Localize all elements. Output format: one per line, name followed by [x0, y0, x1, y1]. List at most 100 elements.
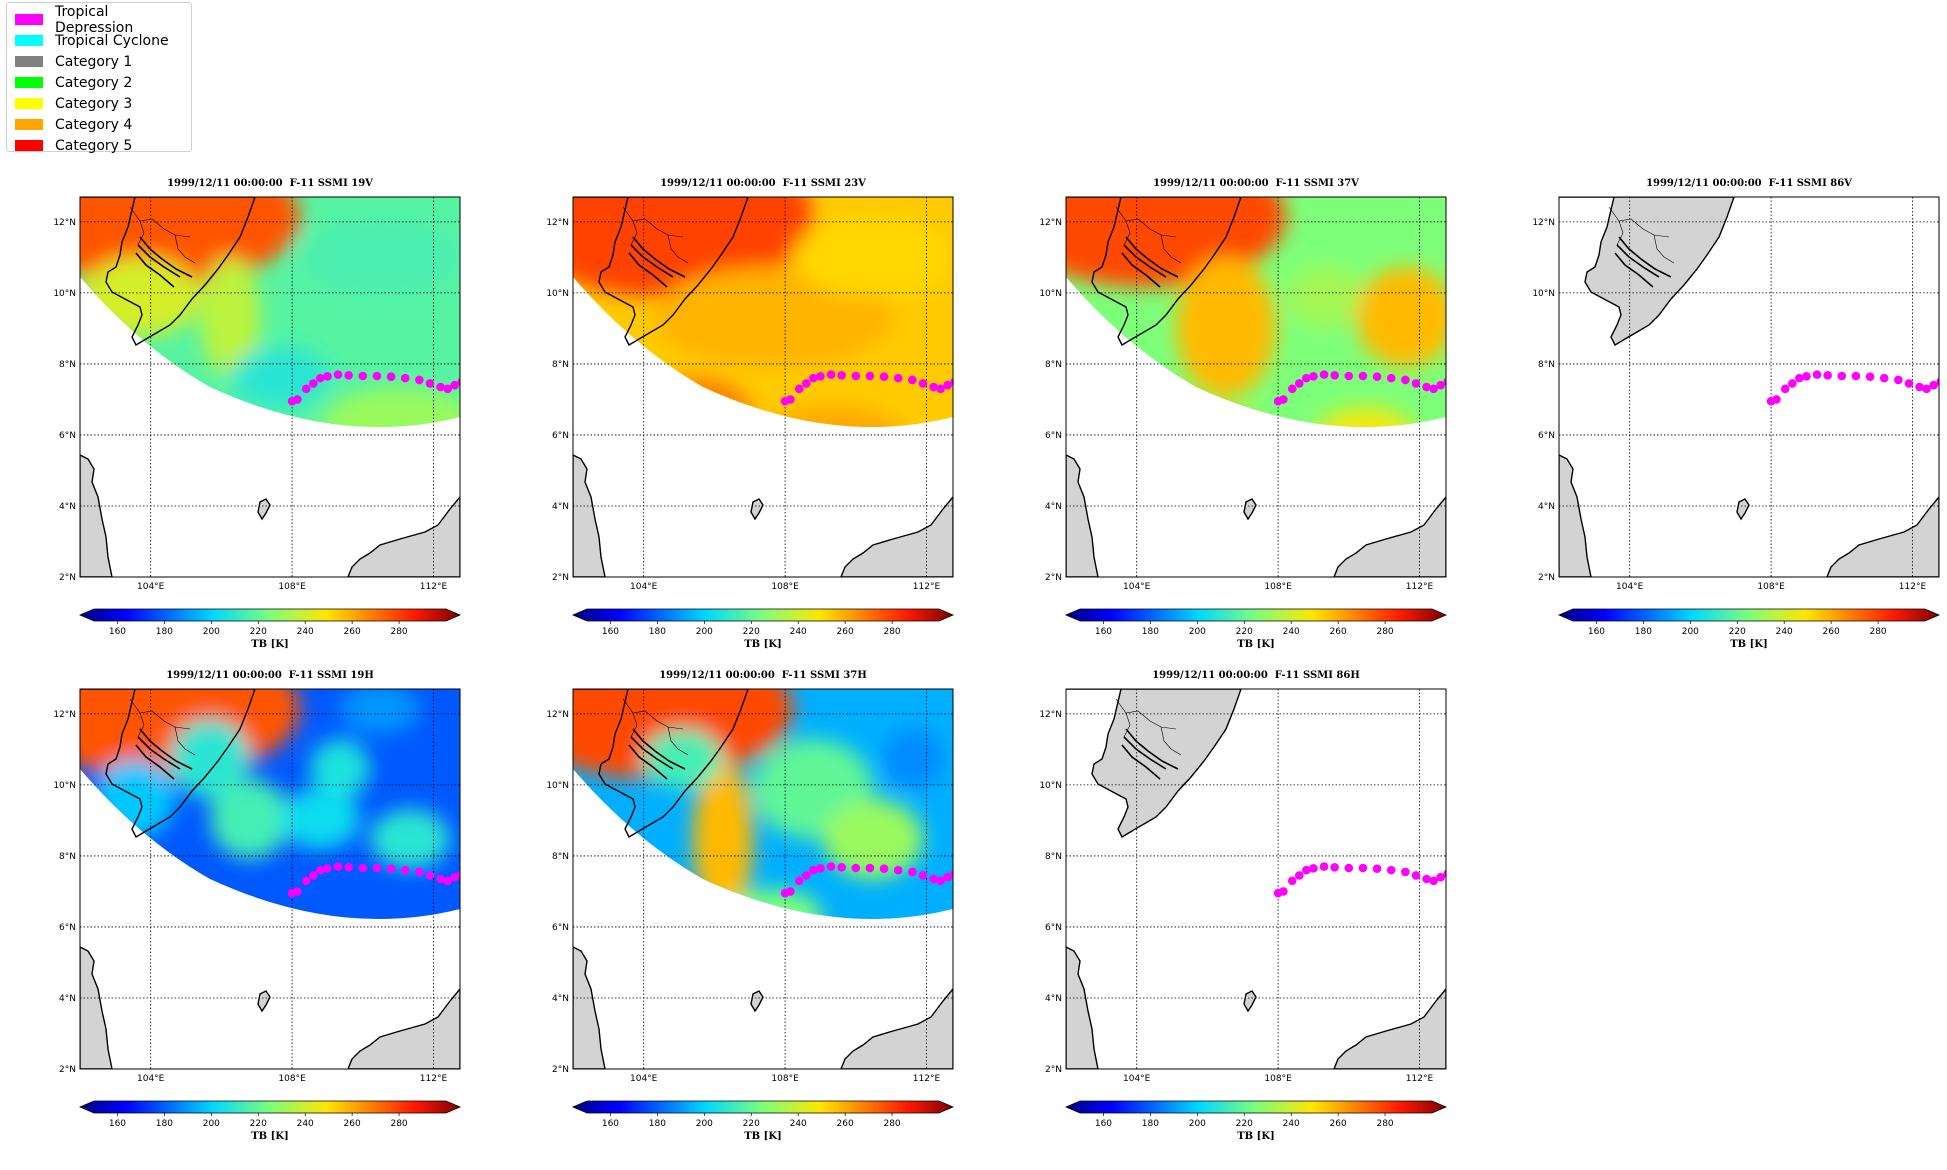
track-point — [918, 871, 928, 880]
colorbar-tick-label: 220 — [743, 627, 760, 637]
country-border — [1123, 712, 1131, 738]
country-border — [1616, 220, 1624, 246]
track-point — [436, 382, 445, 392]
colorbar-tick-label: 160 — [1095, 1119, 1112, 1129]
track-point — [301, 384, 311, 394]
coastline — [1243, 990, 1257, 1013]
lon-tick-label: 108°E — [1264, 1074, 1292, 1084]
colorbar-tick-label: 280 — [390, 627, 407, 637]
lat-tick-label: 2°N — [1045, 573, 1062, 583]
track-point — [802, 379, 811, 388]
map-figure: 12°N 10°N 8°N 6°N 4°N 2°N 104°E 108°E 112°E 160 18… — [1532, 196, 1941, 650]
track-point — [436, 874, 445, 884]
track-point — [309, 379, 318, 388]
country-border — [1160, 234, 1182, 264]
tb-field-patch — [320, 387, 460, 427]
lon-tick-label: 108°E — [278, 1074, 306, 1084]
track-point — [472, 864, 480, 873]
lat-tick-label: 4°N — [1045, 994, 1062, 1004]
lat-tick-label: 4°N — [552, 502, 569, 512]
track-point — [386, 864, 396, 874]
tb-field-patch — [200, 257, 260, 377]
track-point — [472, 372, 480, 381]
track-point — [372, 863, 382, 873]
river — [628, 744, 668, 780]
colorbar-tick-label: 240 — [297, 1119, 314, 1129]
colorbar-tick-label: 180 — [649, 1119, 666, 1129]
map-panel: 1999/12/11 00:00:00 F-11 SSMI 86V 12°N 10°… — [1479, 178, 1947, 678]
map-frame — [572, 688, 954, 1070]
lat-tick-label: 4°N — [59, 502, 76, 512]
track-point — [293, 395, 302, 404]
map-area: 12°N 10°N 8°N 6°N 4°N 2°N 104°E 108°E 112°E 160 18… — [1039, 196, 1448, 650]
map-area: 12°N 10°N 8°N 6°N 4°N 2°N 104°E 108°E 112°E 160 18… — [546, 688, 955, 1142]
river — [1121, 252, 1161, 288]
lon-tick-label: 108°E — [1757, 582, 1785, 592]
lat-tick-label: 12°N — [1039, 710, 1062, 720]
track-point — [1386, 865, 1396, 875]
track-point — [415, 375, 424, 385]
track-point — [1319, 370, 1329, 379]
track-point — [802, 871, 811, 880]
track-point — [425, 871, 435, 880]
colorbar-tick-label: 200 — [1682, 627, 1699, 637]
track-point — [1894, 375, 1903, 385]
coastline — [840, 495, 953, 577]
map-frame — [1065, 196, 1447, 578]
map-content — [573, 197, 953, 577]
map-content — [80, 689, 480, 1069]
track-point — [786, 887, 795, 896]
track-point — [425, 379, 435, 388]
track-point — [1309, 372, 1318, 381]
tb-field-patch — [653, 267, 893, 367]
colorbar-tick-label: 160 — [109, 1119, 126, 1129]
track-point — [479, 370, 480, 379]
coastline — [257, 990, 271, 1013]
track-point — [301, 876, 311, 886]
track-point — [816, 864, 825, 873]
track-point — [333, 862, 343, 871]
colorbar-label: TB [K] — [1237, 1131, 1275, 1142]
legend: Tropical Depression Tropical Cyclone Categ… — [6, 2, 192, 154]
tb-field-patch — [1286, 267, 1366, 327]
colorbar-tick-label: 160 — [1588, 627, 1605, 637]
map-area: 12°N 10°N 8°N 6°N 4°N 2°N 104°E 108°E 112°E 160 18… — [53, 688, 480, 1142]
track-point — [1879, 373, 1889, 383]
legend-item: Category 4 — [15, 114, 191, 135]
colorbar-tick-label: 220 — [1236, 627, 1253, 637]
coastline — [1736, 498, 1750, 521]
colorbar-tick-label: 260 — [1330, 1119, 1347, 1129]
colorbar-tick-label: 280 — [1869, 627, 1886, 637]
track-point — [1411, 379, 1421, 388]
tb-field-patch — [170, 719, 250, 799]
coastline — [80, 689, 256, 838]
track-point — [1302, 865, 1311, 875]
lon-tick-label: 108°E — [771, 1074, 799, 1084]
colorbar-tick-label: 260 — [837, 627, 854, 637]
colorbar-tick-label: 280 — [883, 627, 900, 637]
colorbar-tick-label: 160 — [109, 627, 126, 637]
lat-tick-label: 6°N — [1045, 923, 1062, 933]
track-point — [1429, 876, 1438, 886]
track-point — [1422, 874, 1431, 884]
river — [135, 744, 175, 780]
lat-tick-label: 12°N — [53, 218, 76, 228]
track-point — [1904, 379, 1914, 388]
country-border — [137, 220, 145, 246]
colorbar-tick-label: 160 — [1095, 627, 1112, 637]
lat-tick-label: 10°N — [546, 289, 569, 299]
track-point — [826, 370, 836, 379]
track-point — [316, 865, 325, 875]
lon-tick-label: 104°E — [1616, 582, 1644, 592]
country-border — [129, 206, 191, 238]
river — [1121, 744, 1161, 780]
colorbar-tick-label: 220 — [1236, 1119, 1253, 1129]
lat-tick-label: 4°N — [59, 994, 76, 1004]
colorbar-tick-label: 260 — [837, 1119, 854, 1129]
lat-tick-label: 10°N — [1039, 289, 1062, 299]
track-point — [358, 371, 368, 381]
colorbar-tick-label: 180 — [156, 627, 173, 637]
coastline — [573, 454, 606, 577]
track-point — [816, 372, 825, 381]
colorbar-tick-label: 280 — [883, 1119, 900, 1129]
